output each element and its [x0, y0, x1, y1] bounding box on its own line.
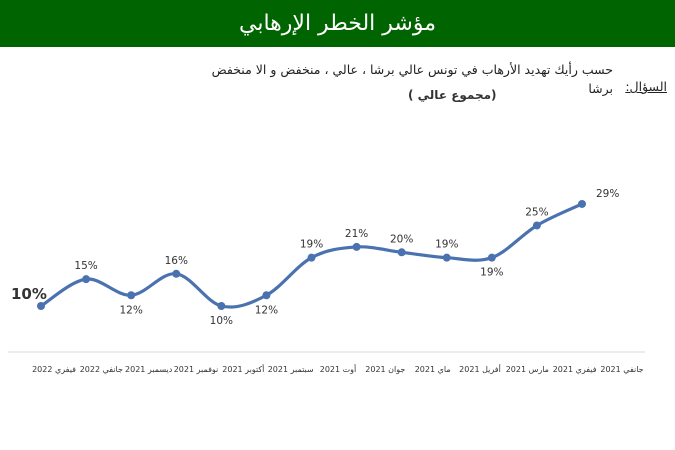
category-label: جانفي 2022	[80, 365, 123, 374]
category-label: جانفي 2021	[600, 365, 643, 374]
value-label: 20%	[390, 233, 413, 245]
data-point	[262, 291, 271, 300]
data-point	[172, 269, 181, 278]
category-label: أفريل 2021	[459, 364, 501, 374]
data-point	[578, 199, 586, 208]
data-points	[37, 199, 586, 310]
question-text: حسب رأيك تهديد الأرهاب في تونس عالي برشا…	[211, 62, 613, 96]
category-label: أكتوبر 2021	[222, 364, 264, 374]
data-point	[487, 253, 496, 262]
value-label: 10%	[11, 285, 47, 303]
data-point	[397, 248, 406, 257]
category-label: ديسمبر 2021	[125, 365, 173, 374]
category-label: ماي 2021	[415, 365, 451, 374]
data-point	[127, 291, 136, 300]
value-label: 15%	[74, 260, 97, 272]
data-point	[442, 253, 451, 262]
value-label: 16%	[165, 255, 188, 267]
value-label: 19%	[435, 239, 458, 251]
data-point	[37, 302, 45, 310]
title-banner: مؤشر الخطر الإرهابي	[0, 0, 675, 47]
value-label: 19%	[480, 267, 503, 279]
value-label: 12%	[255, 304, 278, 316]
category-label: سبتمبر 2021	[268, 365, 314, 374]
value-label: 12%	[119, 304, 142, 316]
total-high-note: (مجموع عالي )	[408, 88, 497, 102]
page-title: مؤشر الخطر الإرهابي	[239, 11, 436, 36]
value-label: 29%	[596, 188, 619, 200]
data-point	[307, 253, 316, 262]
category-label: أوت 2021	[320, 364, 357, 374]
value-label: 25%	[525, 206, 548, 218]
category-label: نوفمبر 2021	[174, 365, 219, 374]
category-label: جوان 2021	[365, 365, 405, 374]
value-label: 10%	[210, 315, 233, 327]
data-point	[82, 275, 91, 284]
category-label: فيفري 2021	[553, 365, 597, 374]
data-point	[532, 221, 541, 230]
category-label: فيفري 2022	[32, 365, 76, 374]
value-label: 19%	[300, 239, 323, 251]
data-point	[217, 302, 226, 310]
value-label: 21%	[345, 228, 368, 240]
data-point	[352, 242, 361, 251]
question-label: السؤال:	[625, 79, 667, 94]
value-labels: 29% 25% 19% 19% 20% 21% 19% 12% 10% 16% 12% 15% 10%	[11, 188, 619, 327]
category-label: مارس 2021	[506, 365, 549, 374]
